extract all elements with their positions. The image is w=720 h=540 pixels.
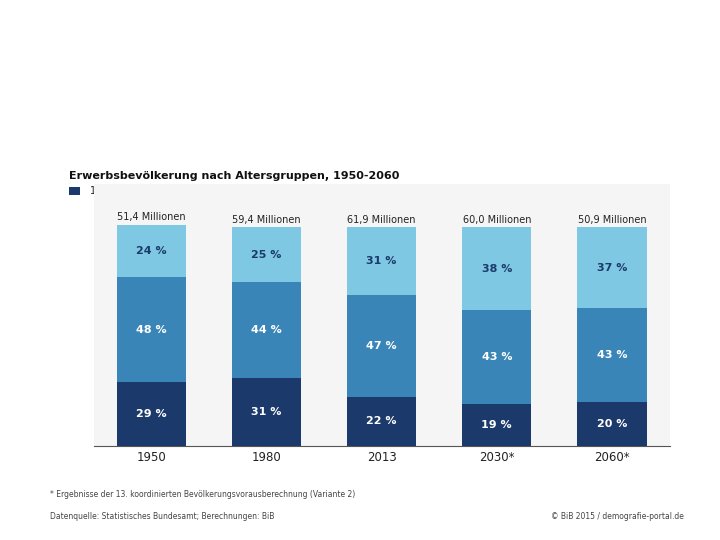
Text: 59,4 Millionen: 59,4 Millionen <box>232 214 301 225</box>
Bar <box>62 61 72 75</box>
Bar <box>462 227 531 310</box>
Text: Erwerbsbevölkerung nach Altersgruppen, 1950-2060: Erwerbsbevölkerung nach Altersgruppen, 1… <box>69 171 400 181</box>
Bar <box>78 46 89 60</box>
Bar <box>62 16 72 30</box>
Text: Fakultät für Human- und Sozialwissenschaften: Fakultät für Human- und Sozialwissenscha… <box>140 19 541 33</box>
Bar <box>78 31 89 45</box>
Text: 47 %: 47 % <box>366 341 397 351</box>
Text: 25 %: 25 % <box>251 249 282 260</box>
Text: Institut für Psychologie: Institut für Psychologie <box>140 55 335 70</box>
Bar <box>347 295 416 397</box>
Bar <box>577 227 647 308</box>
Bar <box>46 16 56 30</box>
FancyBboxPatch shape <box>256 186 267 195</box>
Bar <box>117 382 186 446</box>
Text: 37 %: 37 % <box>597 262 627 273</box>
Bar <box>46 46 56 60</box>
Text: 43 %: 43 % <box>597 350 627 360</box>
Text: 44 %: 44 % <box>251 325 282 335</box>
Text: © BiB 2015 / demografie-portal.de: © BiB 2015 / demografie-portal.de <box>551 512 684 521</box>
Bar <box>232 282 301 378</box>
Bar <box>30 46 40 60</box>
Text: 31 %: 31 % <box>366 256 397 266</box>
Text: 60,0 Millionen: 60,0 Millionen <box>462 214 531 225</box>
Bar <box>117 278 186 382</box>
Bar <box>78 61 89 75</box>
Bar <box>232 378 301 446</box>
Bar <box>232 227 301 282</box>
Bar <box>30 61 40 75</box>
Bar <box>62 46 72 60</box>
Text: 61,9 Millionen: 61,9 Millionen <box>347 214 416 225</box>
Text: TECHNISCHE UNIVERSITÄT: TECHNISCHE UNIVERSITÄT <box>16 105 102 112</box>
Text: 48 %: 48 % <box>136 325 166 335</box>
Bar <box>46 61 56 75</box>
Text: 31 %: 31 % <box>251 407 282 417</box>
Text: 55 bis unter 75 Jahre: 55 bis unter 75 Jahre <box>464 186 567 195</box>
Text: Professur für Organisations- und Wirtschaftspsychologie: Professur für Organisations- und Wirtsch… <box>140 92 611 107</box>
Bar <box>577 308 647 402</box>
Text: * Ergebnisse der 13. koordinierten Bevölkerungsvorausberechnung (Variante 2): * Ergebnisse der 13. koordinierten Bevöl… <box>50 490 356 499</box>
Text: 30 bis unter 55 Jahre: 30 bis unter 55 Jahre <box>277 186 379 195</box>
Text: 22 %: 22 % <box>366 416 397 427</box>
Text: 15 bis unter 30 Jahre: 15 bis unter 30 Jahre <box>90 186 192 195</box>
Bar <box>30 31 40 45</box>
Bar <box>117 225 186 278</box>
FancyBboxPatch shape <box>69 186 81 195</box>
Bar <box>462 310 531 404</box>
Bar <box>462 404 531 446</box>
Bar <box>46 31 56 45</box>
Text: 29 %: 29 % <box>136 409 166 419</box>
Text: CHEMNITZ: CHEMNITZ <box>42 120 76 126</box>
Text: 43 %: 43 % <box>482 352 512 362</box>
Text: 20 %: 20 % <box>597 418 627 429</box>
Bar <box>30 16 40 30</box>
Bar <box>347 227 416 295</box>
Bar <box>347 397 416 446</box>
Text: 51,4 Millionen: 51,4 Millionen <box>117 212 186 222</box>
Text: 50,9 Millionen: 50,9 Millionen <box>577 214 647 225</box>
FancyBboxPatch shape <box>444 186 454 195</box>
Bar <box>577 402 647 446</box>
Bar <box>62 31 72 45</box>
Text: 19 %: 19 % <box>482 420 512 430</box>
Text: Datenquelle: Statistisches Bundesamt; Berechnungen: BiB: Datenquelle: Statistisches Bundesamt; Be… <box>50 512 275 521</box>
Text: 38 %: 38 % <box>482 264 512 274</box>
Bar <box>78 16 89 30</box>
Text: 24 %: 24 % <box>136 246 166 256</box>
